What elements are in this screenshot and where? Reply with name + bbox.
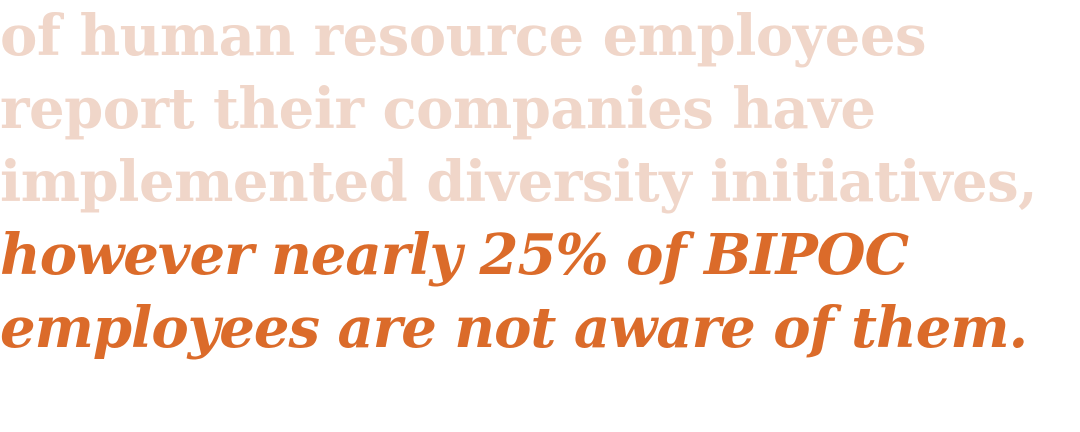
quote-line-1: of human resource employees (0, 3, 927, 69)
stat-quote: of human resource employees report their… (0, 3, 1038, 361)
quote-highlight-line-2: employees are not aware of them. (0, 295, 1028, 361)
quote-highlight-line-1: however nearly 25% of BIPOC (0, 222, 909, 288)
quote-line-3: implemented diversity initiatives, (0, 149, 1038, 215)
quote-line-2: report their companies have (0, 76, 876, 142)
